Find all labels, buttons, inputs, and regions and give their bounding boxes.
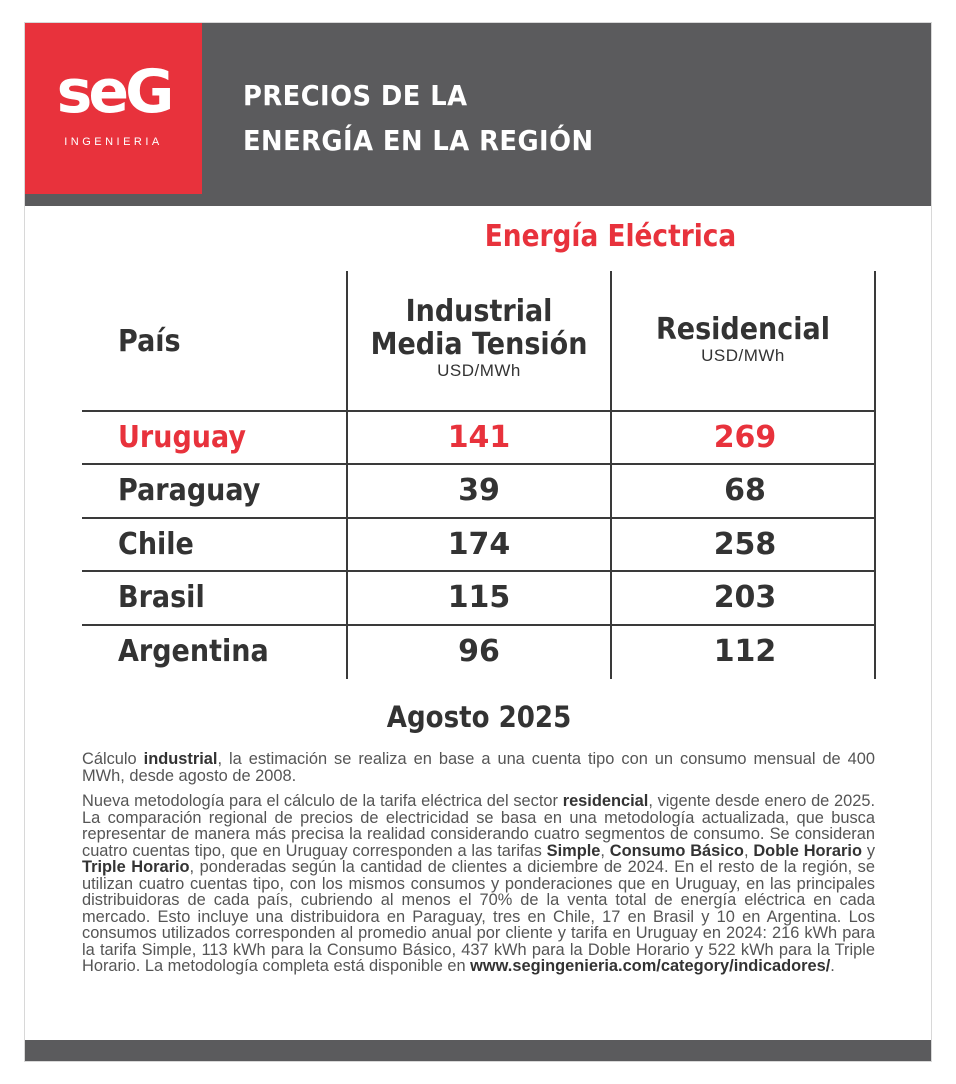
header-industrial-line1: Industrial (405, 294, 553, 329)
title-line-1: PRECIOS DE LA (243, 79, 468, 112)
methodology-link[interactable]: www.segingenieria.com/category/indicador… (470, 957, 831, 975)
column-divider (346, 271, 348, 679)
country-name: Paraguay (118, 473, 261, 508)
header-industrial-line2: Media Tensión (370, 327, 588, 362)
row-divider (82, 410, 875, 412)
report-date: Agosto 2025 (386, 700, 572, 734)
note-residential: Nueva metodología para el cálculo de la … (82, 792, 876, 975)
industrial-price: 96 (458, 634, 500, 669)
infographic-card: seG INGENIERIA PRECIOS DE LA ENERGÍA EN … (24, 22, 932, 1062)
footer-bar (25, 1040, 931, 1061)
header-industrial: Industrial Media Tensión USD/MWh (348, 295, 610, 381)
country-name: Uruguay (118, 420, 247, 455)
country-name: Chile (118, 527, 194, 562)
header-residential-unit: USD/MWh (701, 346, 785, 365)
residential-price: 68 (724, 473, 766, 508)
row-divider (82, 463, 875, 465)
table-row: Paraguay 39 68 (82, 465, 875, 517)
header-industrial-unit: USD/MWh (437, 361, 521, 380)
table-row: Brasil 115 203 (82, 572, 875, 624)
industrial-price: 39 (458, 473, 500, 508)
section-heading: Energía Eléctrica (484, 219, 737, 254)
header-residential: Residencial USD/MWh (612, 313, 874, 366)
note-industrial: Cálculo industrial, la estimación se rea… (82, 750, 876, 785)
header-country: País (118, 324, 181, 359)
country-name: Argentina (118, 634, 269, 669)
industrial-price: 115 (447, 580, 511, 615)
residential-price: 112 (713, 634, 777, 669)
table-row: Uruguay 141 269 (82, 412, 875, 464)
seg-logo: seG INGENIERIA (25, 23, 202, 194)
header-bar: seG INGENIERIA PRECIOS DE LA ENERGÍA EN … (25, 23, 931, 206)
residential-price: 269 (713, 420, 777, 455)
country-name: Brasil (118, 580, 205, 615)
title-line-2: ENERGÍA EN LA REGIÓN (243, 124, 594, 157)
row-divider (82, 624, 875, 626)
logo-tagline: INGENIERIA (64, 136, 163, 148)
column-divider (610, 271, 612, 679)
page-title: PRECIOS DE LA ENERGÍA EN LA REGIÓN (243, 73, 593, 163)
methodology-notes: Cálculo industrial, la estimación se rea… (82, 751, 875, 984)
table-row: Chile 174 258 (82, 519, 875, 571)
industrial-price: 174 (447, 527, 511, 562)
logo-wordmark: seG (56, 57, 175, 127)
table-row: Argentina 96 112 (82, 626, 875, 678)
row-divider (82, 517, 875, 519)
residential-price: 258 (713, 527, 777, 562)
industrial-price: 141 (447, 420, 511, 455)
column-divider (874, 271, 876, 679)
residential-price: 203 (713, 580, 777, 615)
header-residential-label: Residencial (655, 312, 831, 347)
row-divider (82, 570, 875, 572)
